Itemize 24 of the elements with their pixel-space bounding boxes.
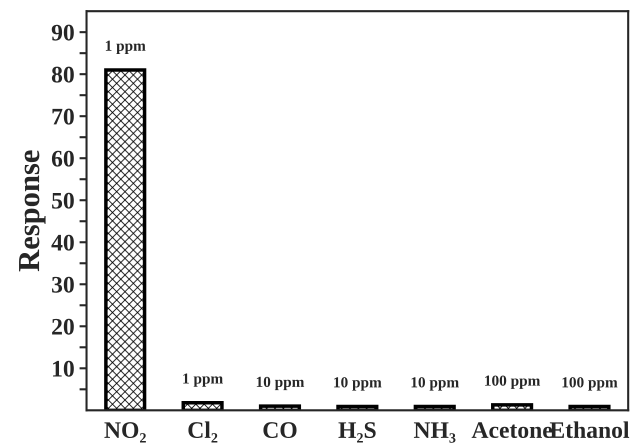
- y-tick-label: 70: [52, 108, 74, 125]
- y-tick-label: 30: [52, 276, 74, 293]
- annotation: 1 ppm: [106, 40, 146, 54]
- x-tick-label: Ethanol: [550, 421, 630, 438]
- x-tick-label: Acetone: [472, 422, 552, 438]
- annotation: 100 ppm: [485, 375, 540, 389]
- annotation: 10 ppm: [256, 376, 304, 390]
- annotation: 10 ppm: [334, 377, 382, 391]
- y-tick-label: 60: [52, 150, 74, 167]
- x-tick-label: CO: [263, 422, 297, 438]
- y-tick-label: 80: [52, 66, 74, 83]
- y-axis-title: Response: [19, 150, 46, 272]
- y-tick-label: 20: [52, 318, 74, 335]
- x-tick-label: H₂S: [338, 422, 376, 443]
- annotation: 100 ppm: [562, 377, 618, 391]
- y-tick-label: 10: [53, 360, 74, 377]
- x-tick-label: Cl₂: [188, 421, 218, 443]
- x-tick-label: NH₃: [414, 422, 456, 443]
- annotation: 10 ppm: [412, 377, 459, 391]
- x-tick-label: NO₂: [104, 422, 146, 443]
- y-tick-label: 50: [52, 192, 74, 209]
- annotation: 1 ppm: [183, 373, 223, 387]
- y-tick-label: 90: [52, 24, 74, 41]
- y-tick-label: 40: [51, 234, 74, 251]
